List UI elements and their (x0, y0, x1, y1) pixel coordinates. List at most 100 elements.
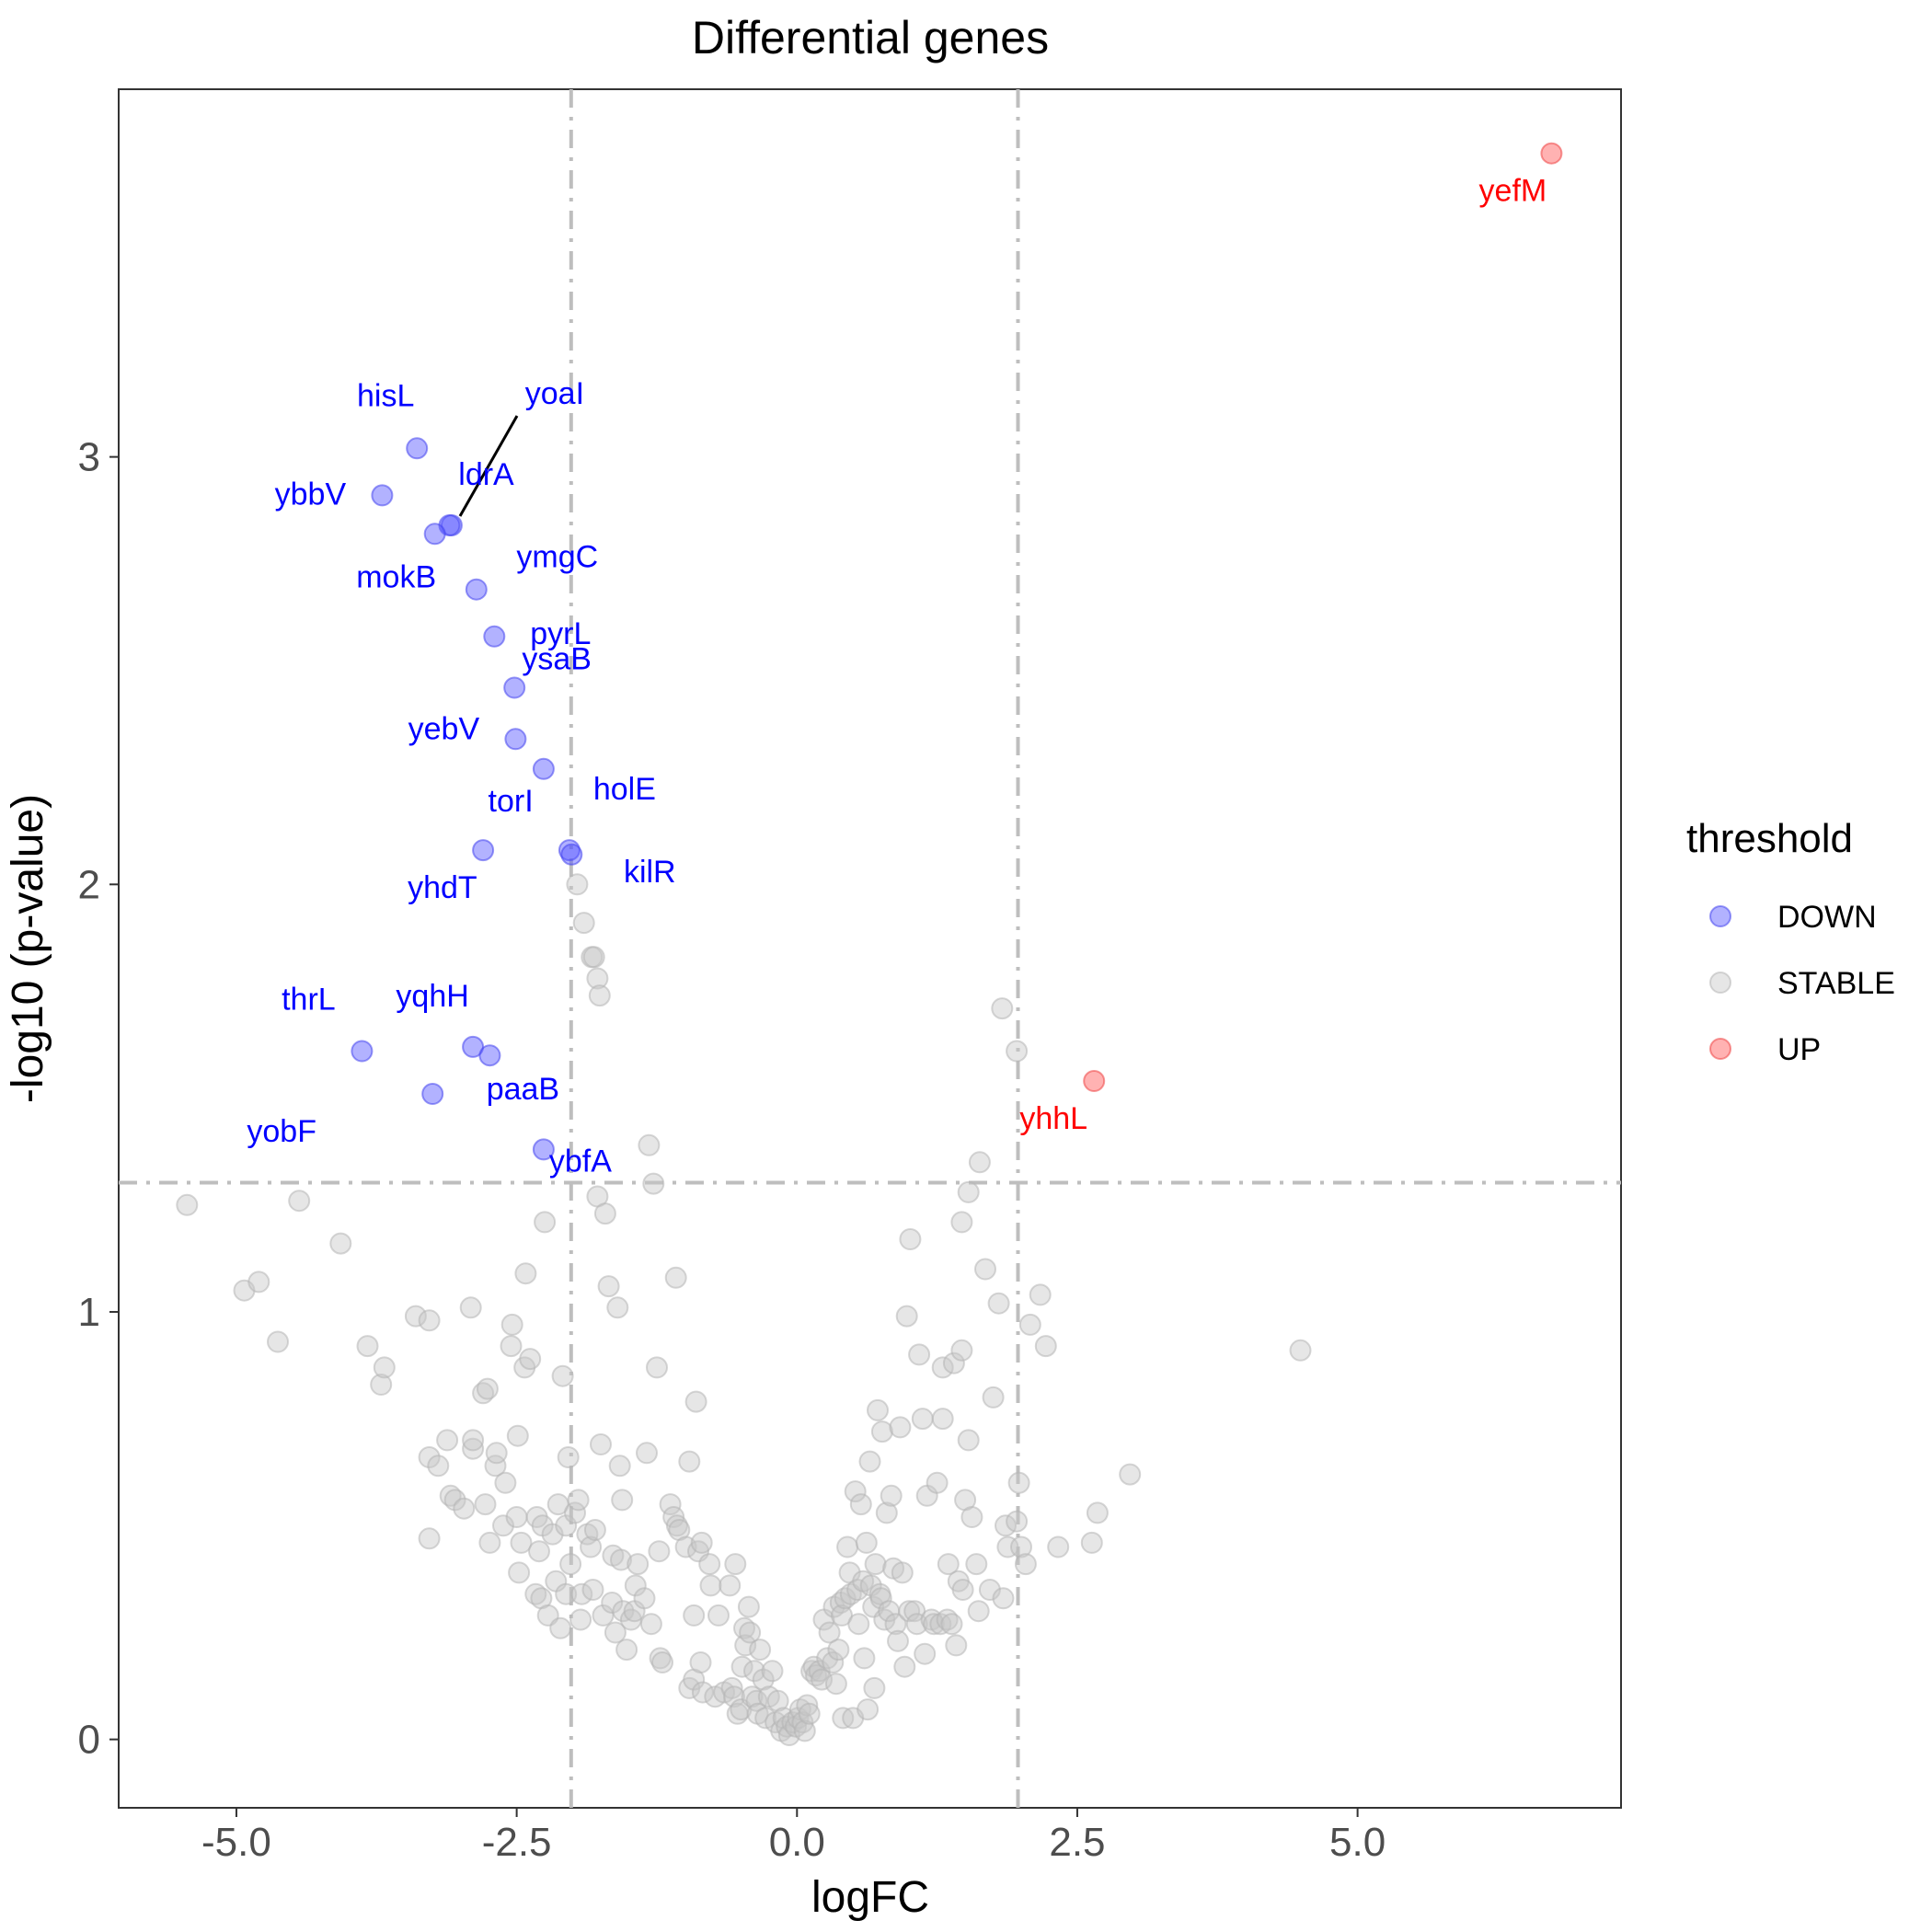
stable-point (176, 1193, 199, 1216)
stable-point (247, 1271, 270, 1294)
stable-point (478, 1531, 501, 1554)
stable-point (857, 1698, 880, 1721)
stable-point (798, 1702, 821, 1725)
stable-point (608, 1455, 631, 1478)
stable-point (796, 1694, 819, 1717)
stable-point (995, 1514, 1017, 1537)
stable-point (867, 1398, 889, 1421)
stable-point (931, 1408, 954, 1431)
stable-point (749, 1639, 772, 1662)
down-point (465, 578, 488, 601)
legend-label-up: UP (1777, 1032, 1821, 1067)
gene-label-ybbv: ybbV (275, 477, 347, 512)
x-axis: -5.0 -2.5 0.0 2.5 5.0 (201, 1808, 1386, 1865)
stable-point (899, 1228, 922, 1250)
stable-point (627, 1553, 650, 1576)
y-tick-label: 3 (78, 435, 100, 480)
stable-point (593, 1202, 616, 1225)
stable-point (707, 1604, 730, 1627)
stable-point (564, 1501, 586, 1524)
gene-label-ymgc: ymgC (516, 540, 598, 575)
stable-point (683, 1604, 706, 1627)
gene-label-kilr: kilR (624, 855, 676, 890)
gene-label-ldra: ldrA (458, 457, 514, 492)
stable-point (863, 1676, 886, 1699)
stable-point (555, 1582, 578, 1605)
stable-point (559, 1553, 582, 1576)
stable-point (853, 1647, 876, 1670)
stable-point (436, 1429, 459, 1452)
stable-point (646, 1356, 668, 1379)
stable-point (818, 1621, 841, 1644)
gene-label-tori: torI (489, 784, 534, 819)
x-tick-label: 0.0 (769, 1820, 825, 1865)
stable-point (427, 1455, 450, 1478)
stable-point (678, 1450, 701, 1473)
stable-point (836, 1535, 859, 1558)
stable-point (719, 1574, 742, 1597)
stable-point (957, 1180, 980, 1203)
stable-point (752, 1668, 775, 1691)
x-tick-label: -2.5 (482, 1820, 552, 1865)
stable-point (1047, 1535, 1070, 1558)
stable-point (570, 1582, 593, 1605)
stable-point (847, 1613, 870, 1636)
stable-point (893, 1655, 916, 1678)
stable-point (664, 1266, 687, 1289)
gene-label-yoai: yoaI (525, 376, 584, 411)
stable-point (895, 1305, 918, 1328)
stable-point (950, 1211, 973, 1234)
x-tick-label: -5.0 (201, 1820, 271, 1865)
stable-point (822, 1651, 845, 1673)
stable-point (844, 1480, 867, 1503)
x-axis-label: logFC (811, 1873, 929, 1922)
down-point (406, 437, 429, 460)
stable-point (968, 1151, 991, 1174)
stable-point (453, 1497, 476, 1520)
stable-point (611, 1489, 634, 1512)
y-tick-label: 1 (78, 1290, 100, 1335)
stable-point (880, 1484, 903, 1507)
stable-point (940, 1613, 963, 1636)
stable-point (557, 1446, 580, 1468)
stable-point (926, 1471, 949, 1494)
stable-point (1119, 1463, 1142, 1486)
stable-point (356, 1335, 379, 1358)
y-tick-label: 0 (78, 1718, 100, 1763)
stable-point (699, 1574, 722, 1597)
y-axis-label: -log10 (p-value) (4, 794, 52, 1103)
stable-point (1080, 1531, 1103, 1554)
stable-point (957, 1429, 980, 1452)
stable-point (569, 1608, 592, 1631)
stable-point (869, 1587, 892, 1610)
chart-title: Differential genes (692, 12, 1049, 63)
stable-point (418, 1446, 441, 1468)
gene-label-ysab: ysaB (522, 642, 592, 677)
down-point (504, 728, 527, 751)
stable-point (462, 1429, 485, 1452)
stable-point (808, 1660, 831, 1683)
stable-point (730, 1655, 753, 1678)
stable-point (648, 1540, 671, 1563)
stable-point (551, 1364, 574, 1387)
stable-point (1034, 1335, 1057, 1358)
stable-point (581, 1579, 604, 1601)
stable-point (583, 1519, 606, 1541)
stable-point (601, 1592, 624, 1614)
stable-point (937, 1553, 960, 1576)
up-points (1083, 142, 1563, 1092)
stable-point (824, 1673, 847, 1696)
stable-point (505, 1506, 528, 1528)
stable-point (586, 967, 609, 990)
down-point (560, 843, 583, 866)
stable-point (642, 1172, 665, 1195)
gene-label-pyrl: pyrL (530, 616, 591, 651)
legend: threshold DOWN STABLE UP (1686, 816, 1895, 1067)
stable-point (462, 1437, 485, 1460)
stable-point (459, 1296, 482, 1319)
legend-label-stable: STABLE (1777, 966, 1895, 1001)
x-tick-label: 5.0 (1329, 1820, 1386, 1865)
stable-point (1289, 1339, 1312, 1362)
stable-point (951, 1579, 974, 1601)
